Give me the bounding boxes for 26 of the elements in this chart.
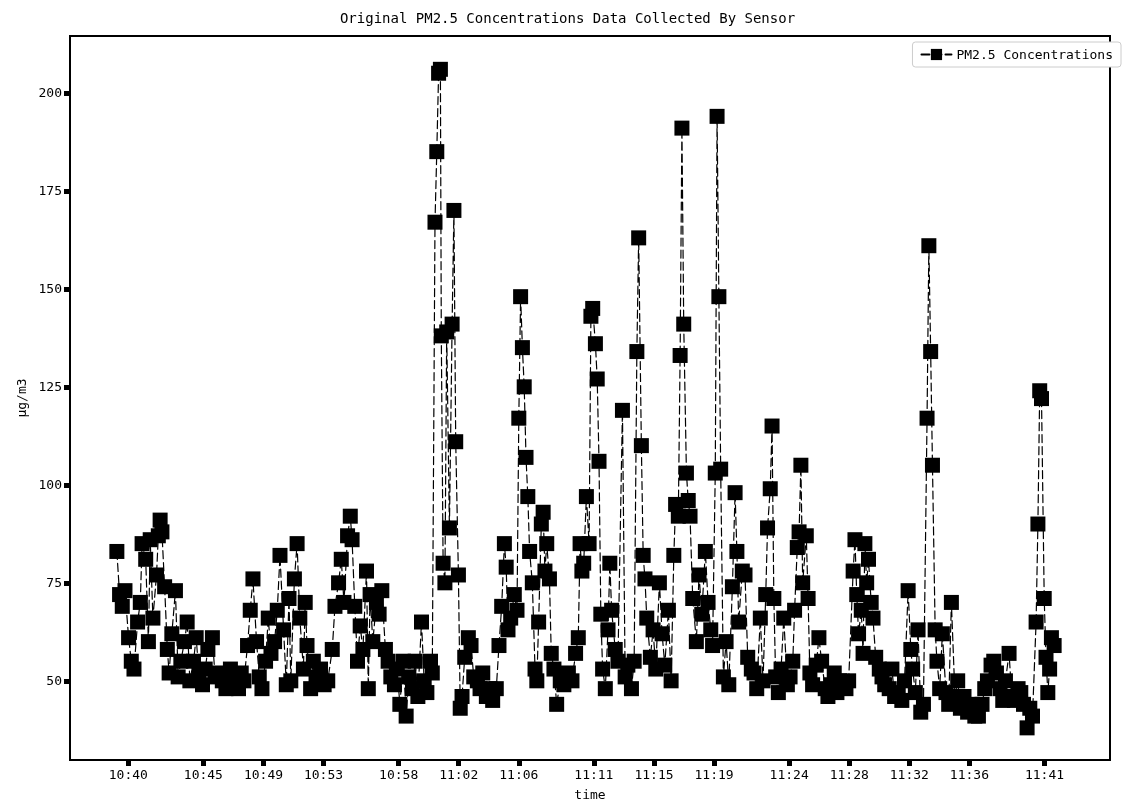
x-axis-title: time [574, 787, 606, 802]
x-tick-label: 11:36 [949, 767, 989, 782]
y-tick-label: 125 [38, 379, 62, 395]
x-tick-label: 11:32 [889, 767, 929, 782]
y-tick-label: 75 [46, 575, 62, 591]
x-tick-label: 11:02 [439, 767, 479, 782]
y-tick-label: 100 [38, 477, 62, 493]
x-tick-label: 11:11 [574, 767, 614, 782]
x-tick-label: 11:15 [634, 767, 674, 782]
x-tick-label: 10:58 [379, 767, 419, 782]
x-tick-label: 11:41 [1024, 767, 1065, 782]
x-tick-label: 11:06 [499, 767, 539, 782]
x-tick-label: 11:28 [829, 767, 869, 782]
y-tick-label: 50 [46, 673, 62, 689]
x-tick-label: 10:49 [243, 767, 284, 782]
x-tick-label: 11:19 [694, 767, 734, 782]
x-tick-label: 11:24 [769, 767, 809, 782]
y-tick-label: 200 [38, 85, 62, 101]
x-tick-label: 10:40 [108, 767, 148, 782]
x-tick-label: 10:53 [303, 767, 344, 782]
y-tick-label: 175 [38, 183, 62, 199]
y-axis-title: μg/m3 [13, 378, 29, 418]
chart-title: Original PM2.5 Concentrations Data Collected By Sensor [339, 10, 796, 26]
x-tick-label: 10:45 [183, 767, 223, 782]
legend-label: PM2.5 Concentrations [956, 47, 1114, 62]
y-tick-label: 150 [38, 281, 62, 297]
